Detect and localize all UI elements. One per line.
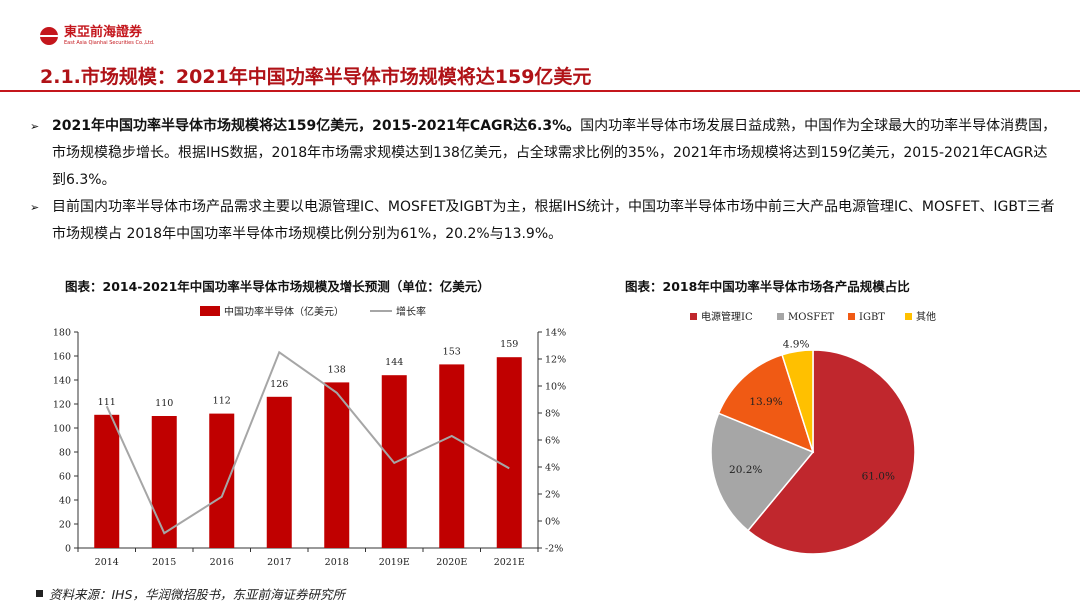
growth-rate-line	[105, 350, 510, 535]
bullet-arrow-icon: ➢	[30, 120, 40, 133]
x-tick-label: 2017	[267, 557, 291, 568]
pie-legend-swatch	[848, 313, 855, 320]
x-tick-label: 2021E	[494, 557, 525, 568]
square-bullet-icon	[36, 590, 43, 597]
bullet-item: ➢ 2021年中国功率半导体市场规模将达159亿美元，2015-2021年CAG…	[30, 113, 1060, 194]
x-tick-label: 2018	[325, 557, 349, 568]
y-tick-label-right: 0%	[545, 517, 560, 528]
y-tick-label-right: 10%	[545, 382, 566, 393]
x-tick-label: 2019E	[379, 557, 410, 568]
y-tick-label-left: 0	[65, 544, 71, 555]
bullet-text: 目前国内功率半导体市场产品需求主要以电源管理IC、MOSFET及IGBT为主，根…	[52, 199, 1055, 242]
bar-data-label: 112	[213, 396, 231, 407]
company-logo: 東亞前海證券 East Asia Qianhai Securities Co.,…	[40, 26, 155, 46]
bar	[151, 416, 177, 548]
pie-data-label: 4.9%	[783, 338, 810, 350]
y-tick-label-right: 6%	[545, 436, 560, 447]
y-tick-label-right: 12%	[545, 355, 566, 366]
y-tick-label-left: 180	[53, 328, 71, 339]
pie-legend-label: MOSFET	[788, 312, 835, 323]
y-tick-label-left: 40	[59, 496, 71, 507]
pie-legend-swatch	[905, 313, 912, 320]
y-tick-label-left: 20	[59, 520, 71, 531]
x-tick-label: 2014	[95, 557, 119, 568]
x-tick-label: 2020E	[436, 557, 467, 568]
y-tick-label-right: 8%	[545, 409, 560, 420]
y-tick-label-right: -2%	[545, 544, 563, 555]
y-tick-label-right: 2%	[545, 490, 560, 501]
legend-swatch-bar	[200, 306, 220, 316]
legend-label-bar: 中国功率半导体（亿美元）	[224, 305, 344, 318]
right-chart-title: 图表：2018年中国功率半导体市场各产品规模占比	[625, 279, 910, 294]
pie-data-label: 13.9%	[749, 396, 782, 408]
bullet-bold-text: 2021年中国功率半导体市场规模将达159亿美元，2015-2021年CAGR达…	[52, 118, 581, 134]
bullet-text: 国内功率半导体市场发展日益成熟，中国作为全球最大的功率半导体消费国，市场规模稳步…	[52, 118, 1057, 188]
bar	[324, 382, 350, 548]
bullet-arrow-icon: ➢	[30, 201, 40, 214]
pie-slice	[746, 349, 916, 555]
y-tick-label-left: 140	[53, 376, 71, 387]
pie-legend-swatch	[777, 313, 784, 320]
y-tick-label-left: 100	[53, 424, 71, 435]
bar	[266, 396, 292, 548]
bar-data-label: 126	[270, 379, 288, 390]
y-tick-label-right: 4%	[545, 463, 560, 474]
bar-data-label: 144	[385, 357, 403, 368]
left-chart-title: 图表：2014-2021年中国功率半导体市场规模及增长预测（单位：亿美元）	[65, 279, 490, 294]
pie-slice	[710, 412, 815, 532]
pie-slice	[781, 349, 814, 453]
pie-legend-label: 其他	[916, 310, 936, 323]
legend-label-line: 增长率	[396, 305, 426, 318]
bullet-item: ➢ 目前国内功率半导体市场产品需求主要以电源管理IC、MOSFET及IGBT为主…	[30, 194, 1060, 248]
pie-data-label: 20.2%	[729, 464, 762, 476]
y-tick-label-right: 14%	[545, 328, 566, 339]
bar	[209, 413, 235, 548]
bar	[94, 414, 120, 548]
bar-data-label: 159	[500, 339, 518, 350]
y-tick-label-left: 80	[59, 448, 71, 459]
bar	[439, 364, 465, 548]
pie-legend-label: IGBT	[859, 312, 885, 323]
bar-data-label: 110	[155, 398, 173, 409]
bar-data-label: 111	[98, 397, 116, 408]
title-divider	[0, 90, 1080, 92]
y-tick-label-left: 160	[53, 352, 71, 363]
logo-name-cn: 東亞前海證券	[64, 25, 143, 40]
bar-data-label: 153	[443, 346, 461, 357]
logo-name-en: East Asia Qianhai Securities Co.,Ltd.	[64, 40, 155, 46]
bar	[496, 357, 522, 548]
logo-emblem-icon	[40, 27, 58, 45]
source-note: 资料来源：IHS，华润微招股书，东亚前海证券研究所	[36, 584, 345, 603]
y-tick-label-left: 120	[53, 400, 71, 411]
bar-data-label: 138	[328, 364, 346, 375]
x-tick-label: 2015	[152, 557, 176, 568]
pie-legend-swatch	[690, 313, 697, 320]
x-tick-label: 2016	[210, 557, 234, 568]
pie-data-label: 61.0%	[862, 470, 895, 482]
y-tick-label-left: 60	[59, 472, 71, 483]
source-text: 资料来源：IHS，华润微招股书，东亚前海证券研究所	[49, 587, 346, 602]
pie-legend-label: 电源管理IC	[701, 310, 753, 323]
bullet-list: ➢ 2021年中国功率半导体市场规模将达159亿美元，2015-2021年CAG…	[30, 113, 1060, 248]
page-title: 2.1.市场规模：2021年中国功率半导体市场规模将达159亿美元	[40, 66, 592, 88]
